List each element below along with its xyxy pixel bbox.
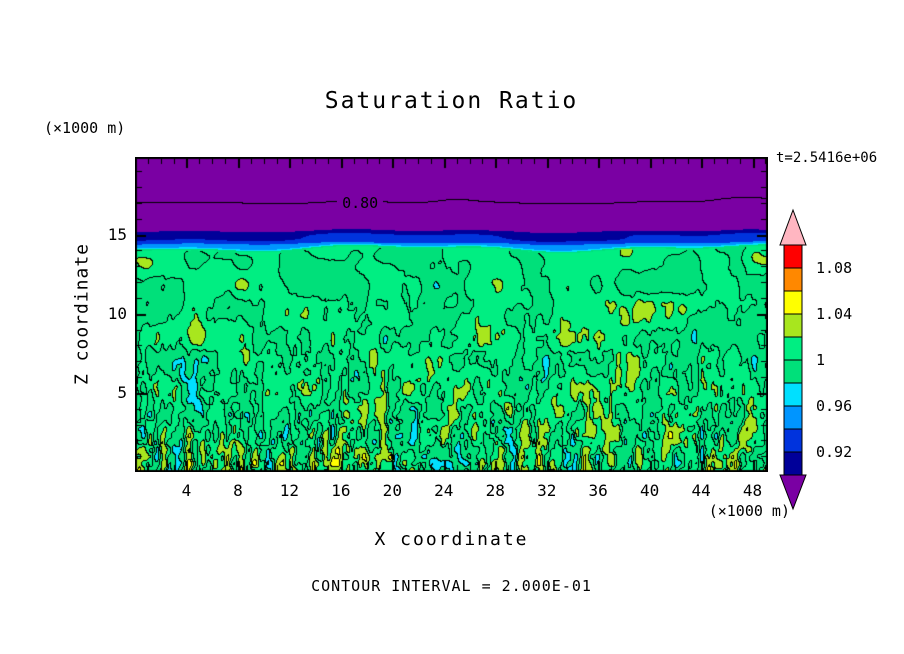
y-tick-label: 10 <box>107 303 127 323</box>
x-tick-label: 32 <box>537 481 557 500</box>
colorbar <box>778 205 810 517</box>
colorbar-label: 1.04 <box>816 305 853 323</box>
colorbar-label: 0.92 <box>816 443 853 461</box>
x-tick-label: 24 <box>434 481 454 500</box>
x-tick-label: 12 <box>279 481 300 500</box>
x-tick-label: 48 <box>742 481 763 500</box>
contour-plot-canvas <box>135 157 768 472</box>
y-tick-label: 15 <box>107 224 127 244</box>
colorbar-label: 1 <box>816 351 826 369</box>
time-label: t=2.5416e+06 <box>776 150 878 166</box>
x-axis-title: X coordinate <box>374 529 529 550</box>
page-title: Saturation Ratio <box>324 88 579 114</box>
y-axis-unit: (×1000 m) <box>44 119 126 137</box>
x-tick-label: 20 <box>382 481 402 500</box>
colorbar-label: 0.96 <box>816 397 853 415</box>
x-axis-unit: (×1000 m) <box>708 502 790 520</box>
y-axis-title: Z coordinate <box>71 242 93 386</box>
x-tick-label: 44 <box>691 481 711 500</box>
x-tick-label: 40 <box>639 481 660 500</box>
x-tick-label: 4 <box>181 481 192 500</box>
x-tick-label: 8 <box>233 481 243 500</box>
x-tick-label: 16 <box>331 481 351 500</box>
x-tick-label: 36 <box>588 481 608 500</box>
contour-line-label: 0.80 <box>337 193 384 212</box>
contour-interval-note: CONTOUR INTERVAL = 2.000E-01 <box>311 577 592 595</box>
colorbar-label: 1.08 <box>816 259 853 277</box>
y-tick-label: 5 <box>117 382 127 402</box>
x-tick-label: 28 <box>485 481 505 500</box>
